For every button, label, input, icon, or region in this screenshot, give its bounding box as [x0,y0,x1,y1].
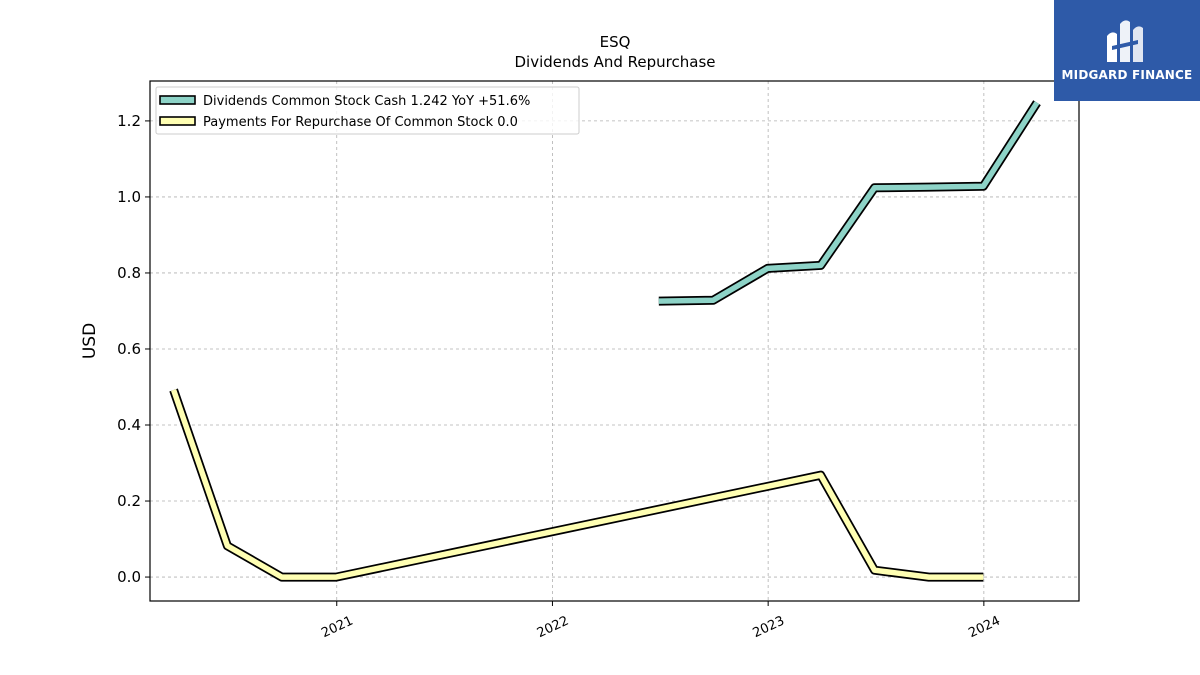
brand-logo: MIDGARD FINANCE [1054,0,1200,101]
legend-label: Dividends Common Stock Cash 1.242 YoY +5… [203,94,530,109]
y-tick-label: 0.6 [117,340,141,358]
legend-label: Payments For Repurchase Of Common Stock … [203,115,518,130]
chart-title: ESQ [600,33,631,51]
y-tick-label: 0.0 [117,568,141,586]
x-tick-label: 2021 [319,614,355,642]
legend-swatch [159,116,196,126]
legend-box [155,86,580,135]
logo-text: MIDGARD FINANCE [1061,68,1193,82]
x-tick-label: 2022 [535,614,571,642]
y-tick-label: 1.0 [117,188,141,206]
series-outline-dividends-common-stock-cash [658,100,1041,306]
chart-subtitle: Dividends And Repurchase [514,53,715,71]
legend-swatch [159,95,196,105]
logo-mark-icon [1107,20,1143,62]
y-axis-label: USD [80,323,100,359]
series-line-dividends-common-stock-cash [658,101,1040,304]
x-tick-label: 2024 [966,614,1002,642]
y-tick-label: 1.2 [117,112,141,130]
series-line-payments-for-repurchase-of-common-stock [171,389,984,580]
y-tick-label: 0.2 [117,492,141,510]
legend: Dividends Common Stock Cash 1.242 YoY +5… [155,86,580,135]
y-tick-label: 0.8 [117,264,141,282]
x-tick-label: 2023 [751,614,787,642]
y-tick-label: 0.4 [117,416,141,434]
plot-area-frame [149,80,1080,602]
